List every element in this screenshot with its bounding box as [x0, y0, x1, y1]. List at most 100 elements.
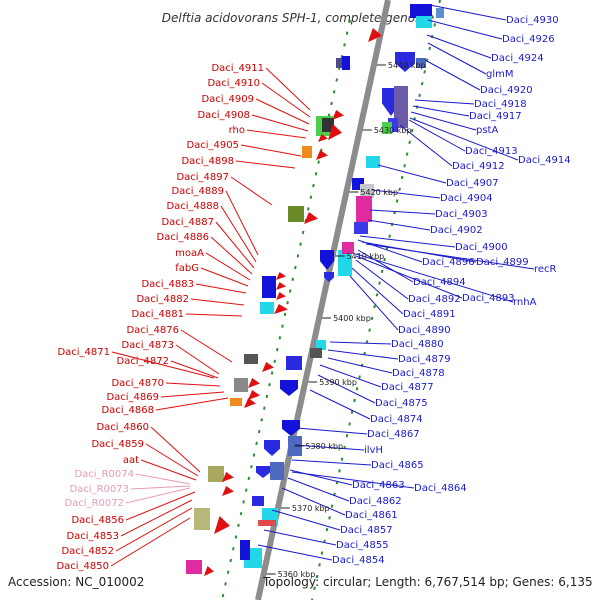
gene-label: Daci_4860 — [96, 422, 149, 433]
gene-box — [356, 196, 372, 222]
leader-line — [210, 236, 253, 275]
gene-label: Daci_4889 — [171, 186, 224, 197]
gene-box — [416, 16, 432, 28]
leader-line — [240, 144, 302, 157]
gene-label: Daci_4911 — [211, 63, 264, 74]
leader-line — [309, 389, 371, 420]
leader-line — [294, 444, 365, 451]
scale-label: 5430 kbp — [374, 126, 412, 135]
leader-line — [357, 249, 414, 283]
leader-line — [327, 357, 393, 374]
gene-label: rho — [229, 125, 245, 136]
leader-line — [160, 391, 225, 398]
gene-arrow-forward — [274, 304, 288, 314]
gene-arrow-forward — [304, 212, 318, 224]
leader-line — [289, 469, 353, 486]
gene-box — [342, 56, 350, 70]
leader-line — [426, 34, 492, 59]
leader-line — [355, 255, 463, 299]
leader-line — [180, 329, 233, 363]
gene-box — [234, 378, 248, 392]
gene-box — [288, 206, 304, 222]
leader-line — [120, 499, 193, 537]
gene-box — [388, 118, 398, 132]
gene-label: ilvH — [364, 445, 383, 456]
gene-box — [194, 508, 210, 530]
gene-label: Daci_4879 — [398, 354, 451, 365]
leader-line — [349, 275, 399, 331]
leader-line — [355, 259, 409, 300]
gene-label: Daci_4899 — [476, 257, 529, 268]
scale-label: 5440 kbp — [388, 61, 426, 70]
scale-label: 5410 kbp — [347, 252, 385, 261]
gene-arrow-forward — [262, 362, 274, 372]
gene-label: Daci_4873 — [121, 340, 174, 351]
gene-label: Daci_4861 — [345, 510, 398, 521]
gene-label: Daci_4905 — [186, 140, 239, 151]
gene-box — [394, 86, 408, 128]
gene-box — [230, 398, 242, 406]
leader-line — [215, 221, 255, 269]
gene-arrow-forward — [248, 378, 260, 388]
gene-arrow-forward — [276, 282, 286, 290]
gene-box — [322, 118, 334, 132]
gene-box — [410, 4, 432, 18]
gene-arrow-reverse — [282, 420, 300, 436]
leader-line — [155, 397, 229, 411]
gene-box — [208, 466, 224, 482]
gene-label: Daci_4918 — [474, 99, 527, 110]
gene-label: Daci_4912 — [452, 161, 505, 172]
gene-label: Daci_4896 — [422, 257, 475, 268]
gene-arrow-reverse — [320, 250, 334, 270]
gene-label: Daci_4892 — [408, 294, 461, 305]
map-title: Delftia acidovorans SPH-1, complete geno… — [162, 11, 434, 25]
gene-label: Daci_4865 — [371, 460, 424, 471]
leader-line — [291, 471, 415, 489]
leader-line — [327, 349, 399, 360]
leader-line — [263, 529, 337, 546]
gene-label: Daci_4893 — [462, 293, 515, 304]
leader-line — [296, 427, 368, 435]
gene-arrow-reverse — [324, 272, 334, 282]
gene-label: Daci_4891 — [403, 309, 456, 320]
topology-summary: Topology: circular; Length: 6,767,514 bp… — [262, 575, 593, 589]
gene-box — [252, 496, 264, 506]
gene-arrow-reverse — [280, 380, 298, 396]
gene-arrow-forward — [204, 566, 214, 576]
scale-label: 5390 kbp — [319, 378, 357, 387]
leader-line — [165, 382, 221, 387]
gene-label: Daci_4917 — [469, 111, 522, 122]
scale-label: 5360 kbp — [278, 570, 316, 579]
gene-box — [436, 8, 444, 18]
gene-label: Daci_4863 — [352, 480, 405, 491]
gene-label: Daci_R0073 — [69, 484, 129, 495]
leader-line — [251, 114, 309, 132]
gene-box — [310, 348, 322, 358]
gene-label: aat — [123, 455, 139, 466]
gene-label: recR — [534, 264, 557, 275]
gene-label: Daci_4864 — [414, 483, 467, 494]
gene-box — [382, 122, 392, 134]
gene-label: Daci_4920 — [480, 85, 533, 96]
leader-line — [410, 111, 477, 131]
leader-line — [359, 235, 456, 248]
gene-arrow-forward — [276, 272, 286, 280]
gene-arrow-forward — [332, 110, 344, 120]
leader-line — [414, 99, 475, 105]
gene-arrow-forward — [316, 150, 328, 160]
gene-tracks — [186, 0, 444, 600]
gene-label: Daci_R0074 — [74, 469, 134, 480]
leader-line — [225, 190, 259, 256]
gene-arrow-forward — [248, 390, 260, 400]
gene-box — [240, 540, 250, 560]
leader-lines — [110, 4, 535, 567]
gene-box — [354, 222, 368, 234]
scale-label: 5400 kbp — [333, 314, 371, 323]
gene-label: glmM — [486, 69, 514, 80]
gene-label: Daci_4862 — [349, 496, 402, 507]
gene-label: Daci_4904 — [440, 193, 493, 204]
gene-arrow-forward — [244, 398, 256, 408]
gene-label: Daci_4907 — [446, 178, 499, 189]
accession-label: Accession: NC_010002 — [8, 575, 144, 589]
